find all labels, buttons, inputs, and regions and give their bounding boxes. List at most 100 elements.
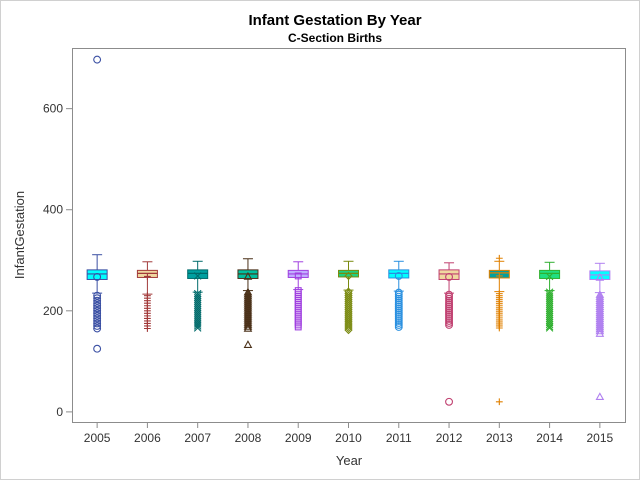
outlier-marker xyxy=(93,55,102,64)
outlier-marker xyxy=(243,323,253,332)
outlier-marker xyxy=(445,304,453,313)
x-tick-label: 2009 xyxy=(285,431,312,445)
mean-marker xyxy=(595,272,605,281)
mean-marker xyxy=(445,272,453,281)
outlier-marker xyxy=(545,320,554,329)
outlier-marker xyxy=(394,290,403,299)
x-tick-label: 2007 xyxy=(184,431,211,445)
outlier-marker xyxy=(93,311,102,320)
outlier-marker xyxy=(93,291,102,300)
outlier-marker xyxy=(445,306,453,315)
outlier-marker xyxy=(394,318,403,327)
outlier-marker xyxy=(394,321,403,329)
box-iqr xyxy=(187,269,209,279)
outlier-marker xyxy=(394,316,403,325)
outlier-marker xyxy=(394,314,403,323)
outlier-marker xyxy=(394,306,403,315)
box-2010 xyxy=(338,260,359,335)
outlier-marker xyxy=(445,296,453,305)
x-tick-label: 2010 xyxy=(335,431,362,445)
x-tick-label: 2008 xyxy=(235,431,262,445)
box-2005 xyxy=(86,55,108,353)
x-axis: 2005 2006 2007 2008 2009 2010 2011 2012 2013 2014… xyxy=(84,422,614,445)
outlier-marker xyxy=(193,322,202,330)
x-tick-label: 2013 xyxy=(486,431,513,445)
y-tick-label: 200 xyxy=(43,304,63,318)
mean-marker xyxy=(193,272,202,280)
outlier-marker xyxy=(394,298,403,307)
outlier-marker xyxy=(294,323,302,331)
y-axis: 0 200 400 600 xyxy=(43,102,72,419)
outlier-marker xyxy=(394,312,403,321)
chart-subtitle: C-Section Births xyxy=(288,31,382,45)
outlier-marker xyxy=(344,325,353,335)
outlier-marker xyxy=(595,324,605,333)
outlier-marker xyxy=(495,254,503,262)
x-tick-label: 2014 xyxy=(536,431,563,445)
y-tick-label: 600 xyxy=(43,102,63,116)
outlier-marker xyxy=(445,290,453,299)
outlier-marker xyxy=(243,321,253,330)
outlier-marker xyxy=(394,323,403,331)
outlier-marker xyxy=(445,310,453,319)
outlier-marker xyxy=(93,316,102,325)
mean-marker xyxy=(294,272,302,280)
outlier-marker xyxy=(495,324,503,332)
outlier-marker xyxy=(445,308,453,317)
outlier-marker xyxy=(595,326,605,335)
outlier-marker xyxy=(545,324,554,332)
box-iqr xyxy=(438,269,460,280)
box-2013 xyxy=(488,254,510,406)
mean-marker xyxy=(243,271,253,280)
outlier-marker xyxy=(93,314,102,323)
box-2011 xyxy=(388,260,410,331)
mean-marker xyxy=(144,273,151,280)
outlier-marker xyxy=(394,294,403,303)
outlier-marker xyxy=(193,324,202,332)
outlier-marker xyxy=(445,302,453,311)
box-2014 xyxy=(539,261,561,332)
outlier-marker xyxy=(93,306,102,315)
outlier-marker xyxy=(445,314,453,323)
outlier-marker xyxy=(445,312,453,321)
outlier-marker xyxy=(445,292,453,301)
outlier-marker xyxy=(394,288,403,297)
y-tick-label: 400 xyxy=(43,203,63,217)
outlier-marker xyxy=(93,299,102,308)
outlier-marker xyxy=(93,301,102,310)
outlier-marker xyxy=(545,322,554,331)
outlier-marker xyxy=(394,292,403,301)
x-tick-label: 2005 xyxy=(84,431,111,445)
outlier-marker xyxy=(93,322,102,330)
mean-marker xyxy=(344,271,353,281)
mean-marker xyxy=(93,272,102,281)
box-2009 xyxy=(287,261,309,331)
outlier-marker xyxy=(394,296,403,305)
x-tick-label: 2012 xyxy=(436,431,463,445)
y-axis-label: InfantGestation xyxy=(12,191,27,279)
outlier-marker xyxy=(445,321,453,329)
outlier-marker xyxy=(93,319,102,328)
box-2007 xyxy=(187,260,209,332)
mean-marker xyxy=(394,271,403,280)
outlier-marker xyxy=(243,319,253,328)
outlier-marker xyxy=(93,304,102,313)
outlier-marker xyxy=(394,302,403,311)
outlier-marker xyxy=(344,323,353,333)
outlier-marker xyxy=(595,329,605,337)
outlier-marker xyxy=(445,298,453,307)
outlier-marker xyxy=(344,321,353,331)
box-iqr xyxy=(539,269,561,279)
mean-marker xyxy=(545,272,554,281)
box-plots xyxy=(86,55,611,406)
outlier-marker xyxy=(445,294,453,303)
outlier-marker xyxy=(93,294,102,303)
outlier-marker xyxy=(243,340,253,348)
outlier-marker xyxy=(445,397,453,406)
outlier-marker xyxy=(144,325,151,332)
outlier-marker xyxy=(93,309,102,318)
outlier-marker xyxy=(93,344,102,353)
outlier-marker xyxy=(445,318,453,327)
